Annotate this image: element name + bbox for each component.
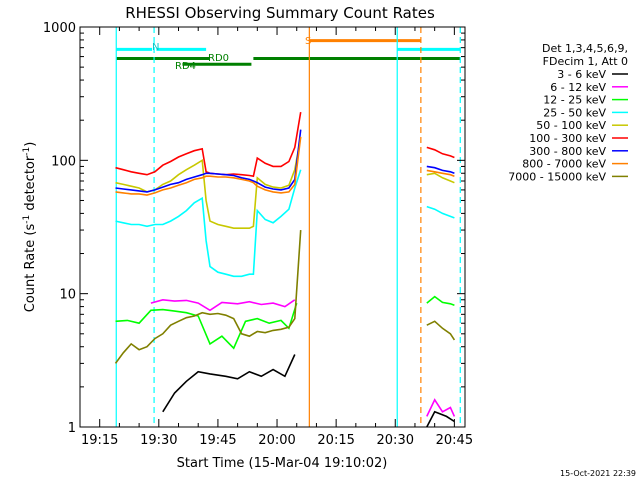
marker-rd4-label: RD4	[175, 61, 196, 72]
x-axis-ticks: 19:15 19:30 19:45 20:00 20:15 20:30 20:45	[81, 27, 473, 448]
y-axis-label-part1: Count Rate (s	[23, 224, 38, 313]
marker-n-label: N	[152, 42, 159, 53]
legend-label: 6 - 12 keV	[550, 81, 606, 94]
legend-label: 7000 - 15000 keV	[508, 170, 606, 183]
series-line-6-12-kev	[426, 398, 456, 417]
series-line-6-12-kev	[150, 298, 296, 312]
x-tick-label: 19:30	[140, 433, 177, 448]
plot-frame	[79, 26, 466, 428]
legend-label: 3 - 6 keV	[557, 68, 606, 81]
legend-label: 12 - 25 keV	[543, 94, 606, 107]
series-line-3-6-kev	[162, 354, 296, 413]
x-tick-label: 20:30	[377, 433, 414, 448]
series-line-800-7000-kev	[426, 169, 455, 177]
y-axis-label: Count Rate (s-1 detector-1)	[22, 142, 38, 313]
y-tick-label: 10	[59, 288, 76, 303]
chart-title: RHESSI Observing Summary Count Rates	[125, 4, 435, 22]
footer-date: 15-Oct-2021 22:39	[560, 469, 636, 478]
attenuator-lines	[115, 27, 461, 427]
y-axis-label-part2: detector	[23, 155, 38, 215]
legend-label: 300 - 800 keV	[529, 145, 606, 158]
series-line-100-300-kev	[426, 146, 455, 159]
series-line-300-800-kev	[426, 165, 455, 175]
series-line-25-50-kev	[426, 205, 455, 219]
series-line-800-7000-kev	[115, 136, 302, 196]
x-axis-label: Start Time (15-Mar-04 19:10:02)	[177, 456, 388, 471]
y-axis-label-sup1: -1	[22, 215, 32, 224]
marker-s-label: S	[305, 36, 311, 47]
marker-rd0-label: RD0	[208, 53, 229, 64]
x-tick-label: 20:45	[436, 433, 473, 448]
x-tick-label: 20:00	[258, 433, 295, 448]
legend-header-line2: FDecim 1, Att 0	[543, 55, 628, 68]
y-tick-label: 1	[68, 421, 76, 436]
legend-label: 25 - 50 keV	[543, 106, 606, 119]
series-line-12-25-kev	[426, 295, 455, 306]
series-line-3-6-kev	[426, 410, 455, 428]
y-tick-label: 1000	[43, 21, 76, 36]
legend-label: 100 - 300 keV	[529, 132, 606, 145]
legend-header-line1: Det 1,3,4,5,6,9,	[542, 42, 628, 55]
legend-label: 50 - 100 keV	[536, 119, 606, 132]
series-line-7000-15000-kev	[114, 230, 302, 364]
series-line-12-25-kev	[115, 302, 298, 350]
series-line-25-50-kev	[115, 169, 302, 278]
x-tick-label: 19:45	[199, 433, 236, 448]
y-axis-ticks: 1 10 100 1000	[43, 21, 465, 436]
series-line-7000-15000-kev	[426, 320, 456, 341]
x-tick-label: 19:15	[81, 433, 118, 448]
series-lines	[114, 111, 456, 428]
legend-label: 800 - 7000 keV	[522, 158, 606, 171]
series-line-300-800-kev	[115, 129, 302, 193]
y-axis-label-part3: )	[23, 142, 38, 147]
flag-bars	[116, 39, 461, 66]
y-axis-label-sup2: -1	[22, 147, 32, 156]
x-tick-label: 20:15	[317, 433, 354, 448]
series-line-50-100-kev	[426, 172, 455, 184]
y-tick-label: 100	[51, 154, 76, 169]
